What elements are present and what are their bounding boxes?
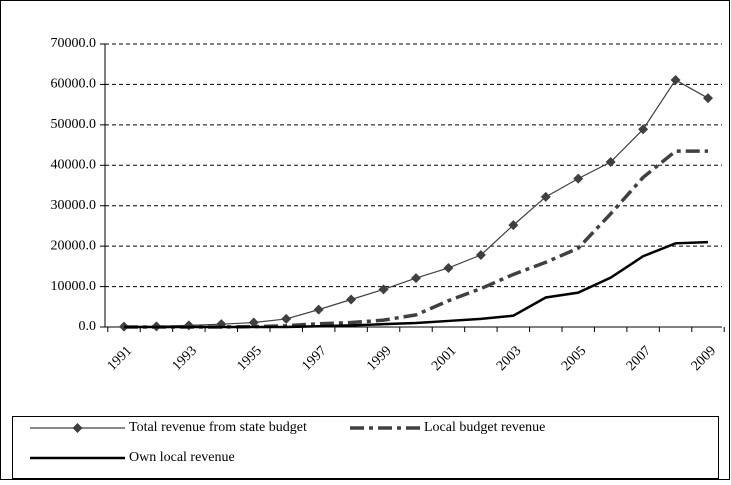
data-point [443, 262, 454, 273]
y-tick-label: 40000.0 [51, 158, 97, 173]
y-tick-label: 10000.0 [51, 279, 97, 294]
data-point [605, 157, 616, 168]
data-point [573, 173, 584, 184]
data-point [313, 304, 324, 315]
data-point [540, 191, 551, 202]
data-point [638, 124, 649, 135]
series-line [124, 240, 709, 329]
data-point [703, 93, 713, 104]
data-point [670, 74, 681, 85]
data-point [378, 284, 389, 295]
legend-label: Total revenue from state budget [129, 420, 307, 435]
legend-label: Local budget revenue [424, 420, 545, 435]
data-point [475, 250, 486, 261]
y-tick-label: 70000.0 [51, 36, 97, 51]
y-tick-label: 30000.0 [51, 198, 97, 213]
data-point [346, 294, 357, 305]
y-tick-label: 20000.0 [51, 238, 97, 253]
data-point [411, 273, 421, 284]
legend-box [12, 416, 719, 479]
y-tick-label: 0.0 [79, 319, 97, 334]
y-tick-label: 50000.0 [51, 117, 97, 132]
data-point [281, 313, 292, 324]
legend-label: Own local revenue [129, 450, 235, 465]
data-point [508, 220, 519, 231]
y-tick-label: 60000.0 [51, 77, 97, 92]
legend-marker [72, 423, 83, 433]
